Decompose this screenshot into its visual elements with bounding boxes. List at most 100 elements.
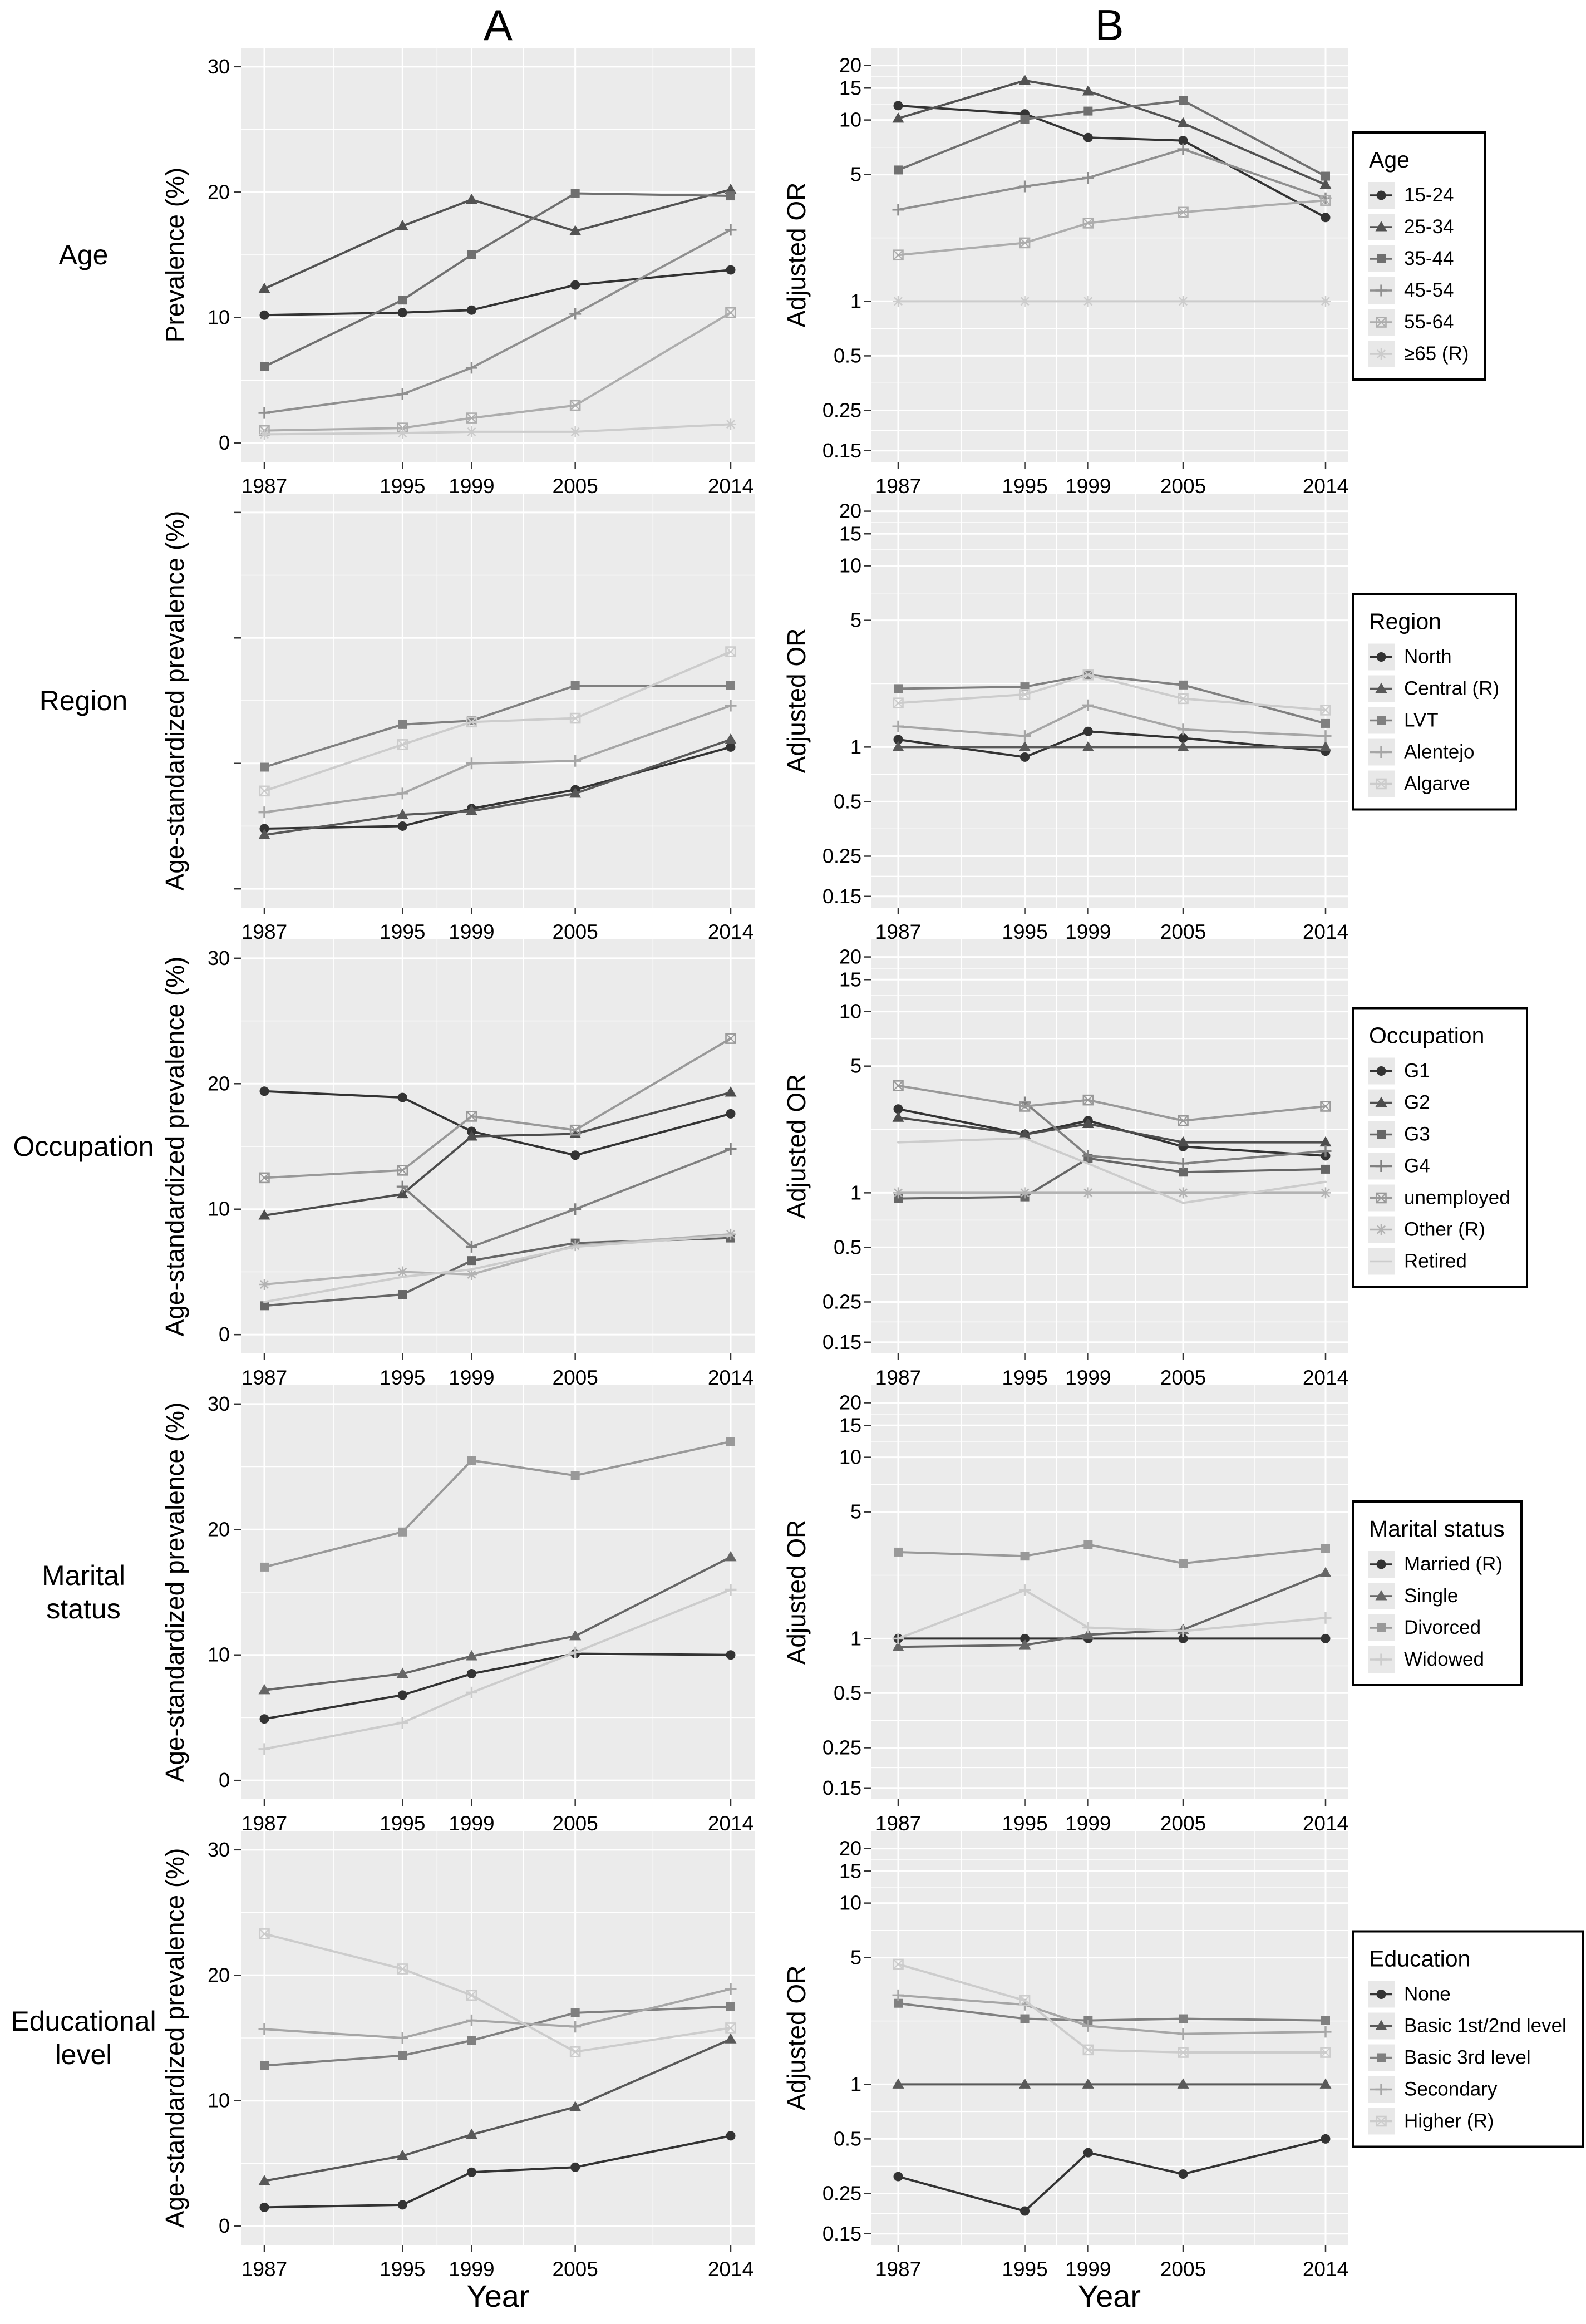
legend-key-plus-icon <box>1368 277 1395 304</box>
y-tick-label: 0.15 <box>822 1331 861 1353</box>
marker-triangle-icon <box>465 805 477 815</box>
marker-plus-icon <box>1177 1158 1189 1170</box>
legend-item-label: Central (R) <box>1404 677 1500 700</box>
marker-plus-icon <box>258 806 270 819</box>
y-tick-label: 0.25 <box>822 398 861 421</box>
y-tick-label: 15 <box>839 76 861 99</box>
series-line <box>263 1234 732 1303</box>
marker-triangle-icon <box>258 2175 270 2185</box>
legend-item: Algarve <box>1368 770 1499 797</box>
legend-item-label: LVT <box>1404 709 1439 731</box>
marker-asterisk-icon <box>1082 296 1094 307</box>
marker-triangle-icon <box>725 733 737 744</box>
marker-square-icon <box>398 1290 407 1299</box>
marker-asterisk-icon <box>893 296 904 307</box>
series-Basic 3rd level <box>260 2002 735 2070</box>
column-title-a: A <box>483 1 513 50</box>
marker-box-x-icon <box>1320 195 1331 206</box>
legend-item: Alentejo <box>1368 738 1499 766</box>
marker-circle-icon <box>726 1109 736 1119</box>
marker-triangle-icon <box>892 1641 904 1651</box>
legend-item: Higher (R) <box>1368 2108 1567 2135</box>
marker-square-icon <box>1179 1168 1188 1177</box>
legend-item-label: Algarve <box>1404 772 1470 795</box>
legend-key-plus-icon <box>1368 2076 1395 2103</box>
marker-asterisk-icon <box>1376 1224 1387 1235</box>
y-tick-label: 5 <box>850 163 861 186</box>
marker-triangle-icon <box>1177 2078 1189 2089</box>
y-tick-label: 1 <box>850 289 861 312</box>
marker-plus-icon <box>569 1203 582 1215</box>
panel-a-y-axis-title: Age-standardized prevalence (%) <box>160 1402 189 1783</box>
series-Retired <box>263 1234 732 1303</box>
marker-triangle-icon <box>258 1209 270 1220</box>
legend-item-label: None <box>1404 1983 1451 2005</box>
marker-box-x-icon <box>1019 689 1031 700</box>
marker-circle-icon <box>726 1650 736 1660</box>
marker-plus-icon <box>569 308 582 320</box>
legend-key-circle-icon <box>1368 1551 1395 1578</box>
x-tick-label: 1995 <box>1002 2258 1047 2281</box>
marker-square-icon <box>398 296 407 305</box>
marker-circle-icon <box>893 735 903 745</box>
legend-key-box-x-icon <box>1368 2108 1395 2135</box>
x-tick-label: 2014 <box>708 2258 753 2281</box>
legend-item-label: G4 <box>1404 1155 1430 1177</box>
legend-key-plus-icon <box>1368 738 1395 766</box>
marker-asterisk-icon <box>1376 348 1387 360</box>
marker-triangle-icon <box>1319 1136 1332 1147</box>
legend-key-square-icon <box>1368 1121 1395 1148</box>
marker-asterisk-icon <box>1019 1187 1031 1199</box>
marker-triangle-icon <box>725 183 737 194</box>
series-G4 <box>396 1143 737 1253</box>
series-Single <box>258 1550 737 1695</box>
y-tick-label: 0.5 <box>834 1235 861 1258</box>
marker-plus-icon <box>1375 746 1387 758</box>
marker-square-icon <box>1083 1540 1093 1549</box>
legend-item: unemployed <box>1368 1184 1510 1212</box>
marker-triangle-icon <box>569 2101 582 2111</box>
marker-circle-icon <box>259 1714 269 1724</box>
marker-box-x-icon <box>569 712 581 724</box>
marker-square-icon <box>467 250 476 259</box>
marker-triangle-icon <box>1177 741 1189 751</box>
panel-a-y-axis-title: Age-standardized prevalence (%) <box>160 1848 189 2228</box>
legend-key-box-x-icon <box>1368 309 1395 336</box>
legend-key-circle-icon <box>1368 1981 1395 2008</box>
y-tick-label: 30 <box>208 1392 230 1415</box>
y-tick-label: 0 <box>219 2214 230 2237</box>
series-≥65 (R) <box>259 418 736 440</box>
legend-item: Basic 1st/2nd level <box>1368 2012 1567 2040</box>
panel-a-y-axis-title: Age-standardized prevalence (%) <box>160 511 189 891</box>
legend-key-square-icon <box>1368 707 1395 734</box>
marker-plus-icon <box>1019 180 1031 193</box>
legend-item: None <box>1368 1981 1567 2008</box>
marker-plus-icon <box>569 1646 582 1658</box>
y-tick-label: 15 <box>839 1859 861 1882</box>
marker-circle-icon <box>466 1669 476 1679</box>
marker-plus-icon <box>396 1716 408 1729</box>
marker-square-icon <box>1321 1164 1330 1174</box>
marker-plus-icon <box>465 1686 477 1698</box>
marker-square-icon <box>1020 1552 1030 1561</box>
series-G2 <box>892 1111 1332 1147</box>
marker-asterisk-icon <box>1178 296 1189 307</box>
x-tick-label: 1999 <box>1065 2258 1111 2281</box>
marker-triangle-icon <box>465 2128 477 2139</box>
legend-key-triangle-icon <box>1368 1089 1395 1116</box>
legend-item: Married (R) <box>1368 1551 1505 1578</box>
marker-asterisk-icon <box>1082 1187 1094 1199</box>
marker-triangle-icon <box>1319 178 1332 189</box>
legend-item-label: Married (R) <box>1404 1553 1503 1575</box>
marker-circle-icon <box>397 1092 407 1102</box>
legend-education: Education None Basic 1st/2nd level Basic 3r… <box>1352 1930 1584 2148</box>
marker-circle-icon <box>1376 1559 1386 1569</box>
legend-title: Age <box>1369 147 1410 173</box>
marker-triangle-icon <box>396 809 408 819</box>
y-tick-label: 10 <box>208 2089 230 2112</box>
legend-item-label: North <box>1404 646 1452 668</box>
marker-square-icon <box>726 1437 735 1446</box>
marker-asterisk-icon <box>466 426 477 437</box>
